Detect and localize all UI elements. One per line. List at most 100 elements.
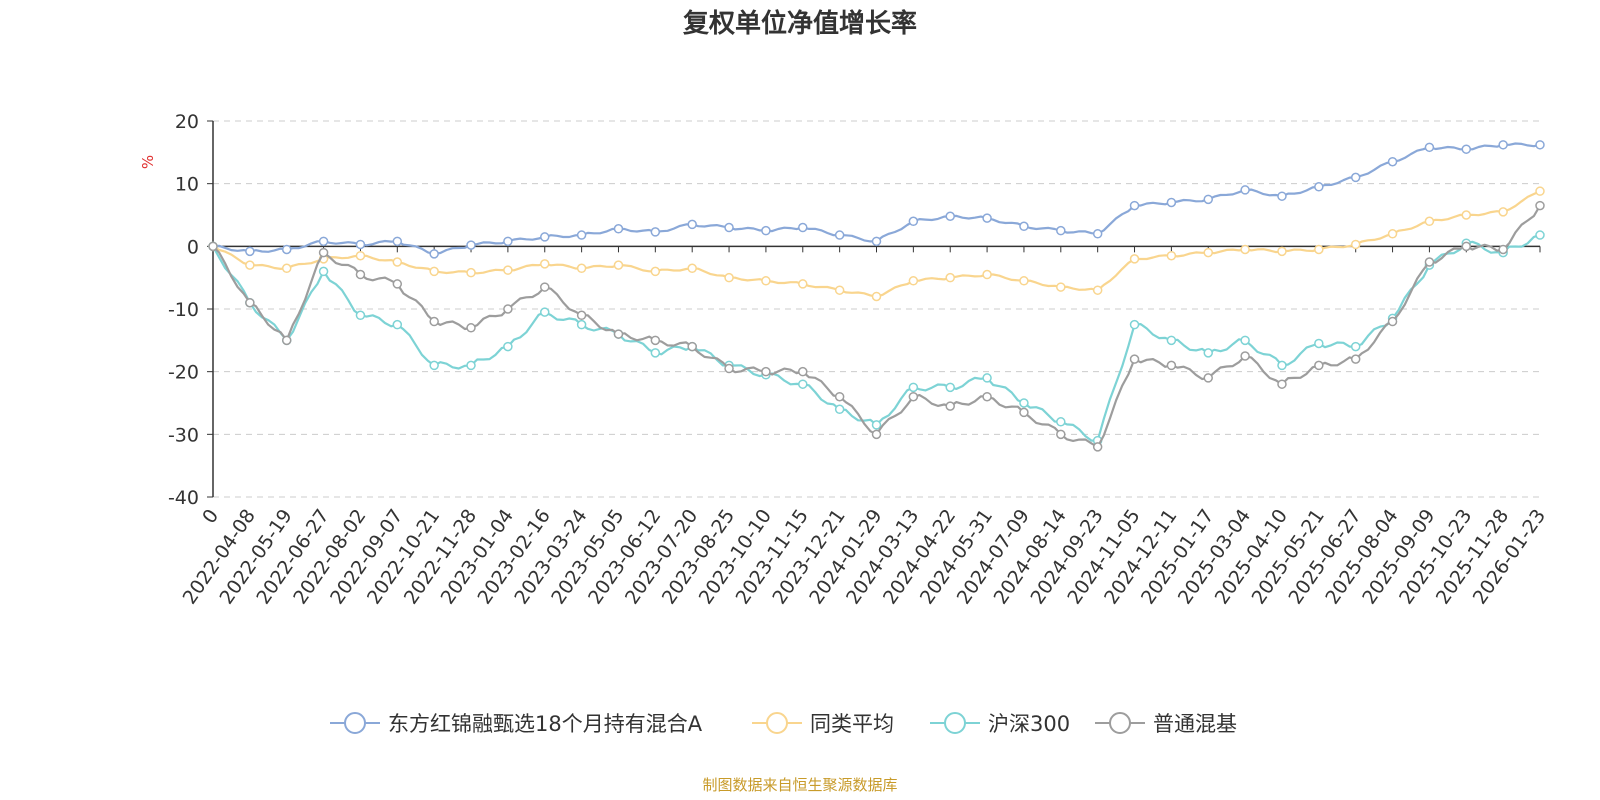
data-point [871, 236, 882, 247]
data-point [1387, 229, 1398, 239]
y-tick-label: 0 [187, 236, 199, 258]
data-point [1535, 186, 1545, 196]
data-point [1019, 398, 1029, 408]
data-point [318, 266, 329, 277]
data-point [1166, 335, 1177, 346]
data-point [1535, 200, 1545, 211]
data-point [1056, 225, 1066, 236]
data-point [1498, 244, 1508, 255]
data-point [1277, 360, 1287, 371]
data-point [576, 263, 587, 274]
legend-item-2: 同类平均 [752, 712, 894, 736]
data-point [1166, 197, 1177, 208]
data-point [392, 279, 403, 289]
data-point [1056, 282, 1066, 292]
legend-label: 东方红锦融甄选18个月持有混合A [388, 712, 703, 736]
data-point [871, 429, 882, 440]
data-point [761, 276, 771, 286]
data-point [613, 224, 624, 234]
data-point [834, 285, 845, 295]
grid-lines [213, 120, 1540, 498]
data-point [429, 316, 439, 327]
legend-circle-icon [344, 712, 366, 734]
data-point [392, 319, 403, 330]
data-point [281, 335, 292, 346]
data-point [613, 329, 624, 339]
data-point [1314, 338, 1324, 349]
data-point [245, 246, 255, 257]
data-point [798, 279, 808, 289]
data-point [208, 241, 218, 252]
data-point [908, 391, 919, 402]
data-point [724, 272, 734, 283]
data-point [687, 219, 697, 230]
data-point [982, 373, 992, 383]
data-point [687, 263, 697, 274]
data-point [1535, 230, 1545, 240]
data-point [540, 282, 550, 292]
data-point [1498, 207, 1508, 217]
data-point [429, 360, 439, 371]
data-point [318, 236, 329, 247]
data-point [945, 272, 955, 283]
data-point [318, 247, 329, 258]
data-point [908, 276, 919, 286]
data-point [1314, 182, 1324, 192]
data-point [1350, 239, 1361, 250]
data-point [1350, 354, 1361, 364]
y-tick-label: -20 [168, 362, 199, 384]
data-point [245, 260, 255, 270]
data-point [503, 304, 513, 314]
data-point [1092, 285, 1103, 295]
data-point [1535, 140, 1545, 150]
data-point [982, 213, 992, 223]
data-point [245, 297, 255, 308]
data-point [466, 267, 476, 278]
data-point [650, 348, 661, 358]
y-tick-label: -30 [168, 424, 199, 446]
legend-item-3: 沪深300 [930, 712, 1070, 736]
legend-item-1: 东方红锦融甄选18个月持有混合A [330, 712, 703, 736]
data-point [355, 239, 366, 250]
data-point [1350, 341, 1361, 352]
legend-label: 同类平均 [810, 712, 894, 736]
series-lines [208, 140, 1545, 452]
data-point [503, 341, 513, 352]
data-point [908, 382, 919, 393]
data-point [908, 216, 919, 227]
data-point [466, 323, 476, 333]
data-point [1092, 229, 1103, 239]
data-point [1019, 407, 1029, 418]
data-point [1387, 316, 1398, 327]
data-point [576, 319, 587, 330]
data-point [1424, 142, 1435, 153]
legend-circle-icon [944, 712, 966, 734]
data-point [613, 260, 624, 270]
series-4 [208, 200, 1545, 452]
data-point [1461, 241, 1472, 252]
data-point [1314, 244, 1324, 255]
data-point [1277, 379, 1287, 389]
source-note: 制图数据来自恒生聚源数据库 [702, 776, 897, 794]
data-point [1129, 319, 1140, 330]
data-point [1203, 373, 1213, 383]
y-tick-labels: 20 10 0 -10 -20 -30 -40 [168, 111, 199, 509]
legend: 东方红锦融甄选18个月持有混合A 同类平均 沪深300 普通混基 [330, 712, 1237, 736]
data-point [355, 269, 366, 280]
y-tick-label: 20 [175, 111, 199, 133]
legend-circle-icon [1109, 712, 1131, 734]
data-point [1129, 354, 1140, 364]
data-point [687, 341, 697, 352]
data-point [1203, 247, 1213, 258]
x-tick-labels: 02022-04-082022-05-192022-06-272022-08-0… [179, 505, 1550, 608]
data-point [1277, 191, 1287, 201]
data-point [1203, 348, 1213, 358]
data-point [798, 222, 808, 233]
data-point [945, 211, 955, 222]
data-point [466, 360, 476, 371]
legend-item-4: 普通混基 [1095, 712, 1237, 736]
data-point [1424, 257, 1435, 267]
data-point [1166, 360, 1177, 371]
data-point [1498, 140, 1508, 150]
legend-circle-icon [766, 712, 788, 734]
